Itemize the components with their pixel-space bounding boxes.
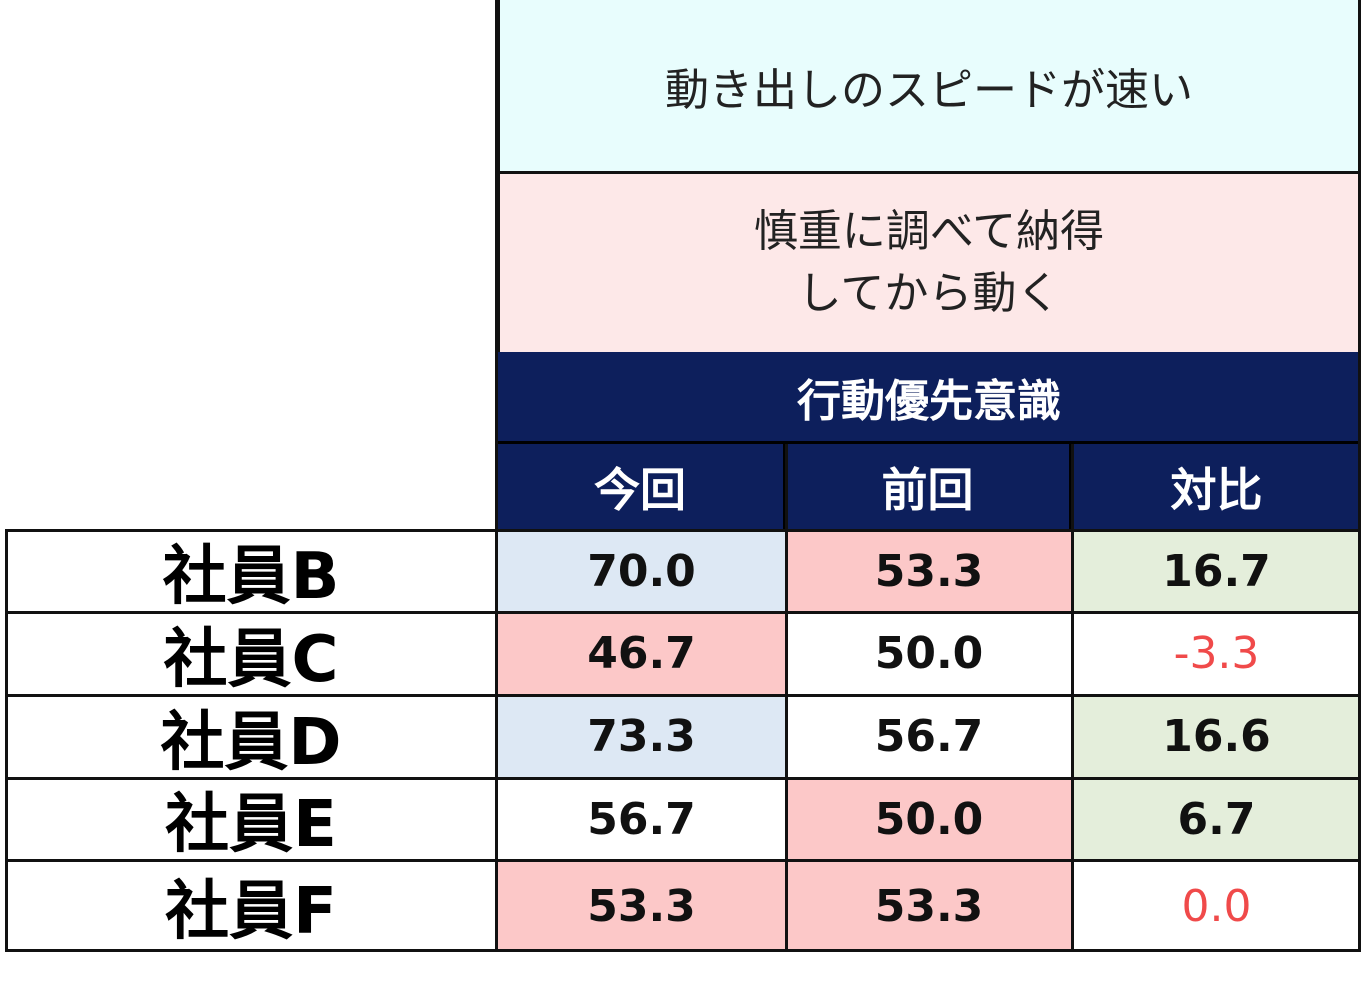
row-label: 社員D [160, 705, 342, 780]
table-title-text: 行動優先意識 [797, 375, 1061, 427]
grid-line [1358, 0, 1361, 952]
grid-line [785, 444, 788, 952]
grid-line [5, 530, 8, 952]
cell-diff: 6.7 [1072, 778, 1361, 860]
grid-line [5, 949, 1361, 952]
cell-current: 73.3 [497, 695, 786, 778]
cell-previous: 53.3 [786, 530, 1072, 612]
row-label: 社員C [163, 622, 339, 697]
cell-current: 56.7 [497, 778, 786, 860]
grid-line [5, 859, 1361, 862]
column-header-diff: 対比 [1072, 444, 1361, 530]
description-fast-start-text: 動き出しのスピードが速い [665, 64, 1193, 116]
column-header-diff-text: 対比 [1170, 463, 1263, 517]
column-header-current: 今回 [497, 444, 786, 530]
cell-previous: 56.7 [786, 695, 1072, 778]
table-title: 行動優先意識 [497, 352, 1361, 444]
cell-current: 70.0 [497, 530, 786, 612]
row-label: 社員B [162, 540, 340, 614]
cell-diff: 0.0 [1072, 860, 1361, 952]
grid-line [1071, 444, 1074, 952]
cell-diff: 16.6 [1072, 695, 1361, 778]
grid-line [5, 777, 1361, 780]
grid-line [5, 529, 1361, 532]
row-label: 社員E [165, 788, 337, 862]
description-careful-line1: 慎重に調べて納得 [753, 206, 1105, 257]
description-careful-line2: してから動く [797, 268, 1061, 319]
cell-current: 46.7 [497, 612, 786, 695]
column-header-current-text: 今回 [594, 463, 686, 517]
column-header-previous-text: 前回 [881, 463, 974, 517]
cell-diff: -3.3 [1072, 612, 1361, 695]
cell-previous: 53.3 [786, 860, 1072, 952]
cell-previous: 50.0 [786, 778, 1072, 860]
grid-line [5, 694, 1361, 697]
description-careful: 慎重に調べて納得 してから動く [497, 174, 1361, 352]
cell-current: 53.3 [497, 860, 786, 952]
grid-line [495, 0, 498, 952]
description-fast-start: 動き出しのスピードが速い [497, 0, 1361, 174]
cell-diff: 16.7 [1072, 530, 1361, 612]
cell-previous: 50.0 [786, 612, 1072, 695]
grid-line [5, 611, 1361, 614]
column-header-previous: 前回 [786, 444, 1072, 530]
row-label: 社員F [165, 875, 337, 949]
